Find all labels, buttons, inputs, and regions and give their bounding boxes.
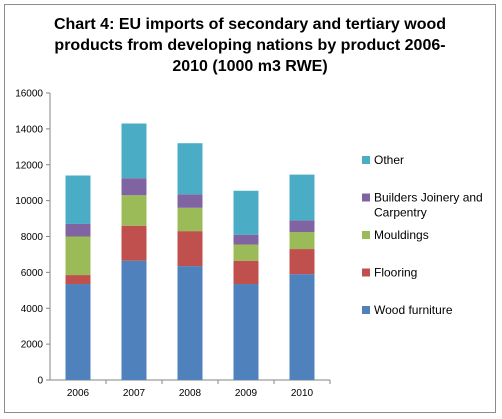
bar-segment <box>289 274 315 380</box>
bar-segment <box>233 234 259 245</box>
bar-segment <box>177 231 203 267</box>
y-tick-label: 10000 <box>15 196 43 207</box>
legend-label: Builders Joinery and <box>374 191 483 205</box>
bar-segment <box>177 207 203 232</box>
bar-segment <box>289 249 315 275</box>
y-tick-label: 0 <box>37 376 43 387</box>
bar-segment <box>121 260 147 380</box>
legend-label: Other <box>374 153 404 167</box>
x-tick-label: 2010 <box>291 388 314 399</box>
axes: 0 2000 4000 6000 8000 10000 12000 14000 16000 200… <box>15 89 331 399</box>
bar-segment <box>177 266 203 380</box>
bar-segment <box>121 178 147 196</box>
bar-segment <box>65 275 91 285</box>
bar-segment <box>65 223 91 237</box>
bar-segment <box>233 244 259 261</box>
bar-segment <box>177 194 203 208</box>
legend-label: Mouldings <box>374 228 429 242</box>
bar-segment <box>289 220 315 233</box>
bar-segment <box>233 284 259 380</box>
bar-segment <box>121 195 147 226</box>
y-tick-label: 8000 <box>21 232 44 243</box>
chart-title-line-2: products from developing nations by prod… <box>54 37 446 54</box>
legend-swatch <box>362 156 370 164</box>
y-tick-label: 14000 <box>15 124 43 135</box>
bar-segment <box>233 190 259 235</box>
bar-segment <box>121 123 147 179</box>
bar-segment <box>65 175 91 224</box>
bar-segment <box>177 143 203 195</box>
x-tick-label: 2009 <box>235 388 258 399</box>
y-tick-label: 12000 <box>15 160 43 171</box>
bar-segment <box>65 236 91 276</box>
legend-swatch <box>362 231 370 239</box>
bar-segment <box>289 174 315 221</box>
chart-title-line-3: 2010 (1000 m3 RWE) <box>172 58 328 75</box>
y-tick-label: 2000 <box>21 340 44 351</box>
legend-swatch <box>362 193 370 202</box>
y-tick-label: 16000 <box>15 89 43 100</box>
chart-title: Chart 4: EU imports of secondary and ter… <box>40 14 460 77</box>
bar-segment <box>233 260 259 285</box>
chart-title-line-1: Chart 4: EU imports of secondary and ter… <box>53 16 447 33</box>
legend-swatch <box>362 306 370 314</box>
bar-segment <box>65 284 91 380</box>
x-tick-label: 2006 <box>67 388 90 399</box>
bars <box>65 123 315 380</box>
legend-label: Carpentry <box>374 206 427 220</box>
bar-segment <box>289 232 315 250</box>
y-tick-label: 6000 <box>21 268 44 279</box>
y-tick-label: 4000 <box>21 304 44 315</box>
legend-label: Flooring <box>374 266 417 280</box>
x-tick-label: 2007 <box>123 388 146 399</box>
legend-label: Wood furniture <box>374 303 453 317</box>
bar-segment <box>121 225 147 261</box>
x-tick-label: 2008 <box>179 388 202 399</box>
legend-swatch <box>362 268 370 277</box>
